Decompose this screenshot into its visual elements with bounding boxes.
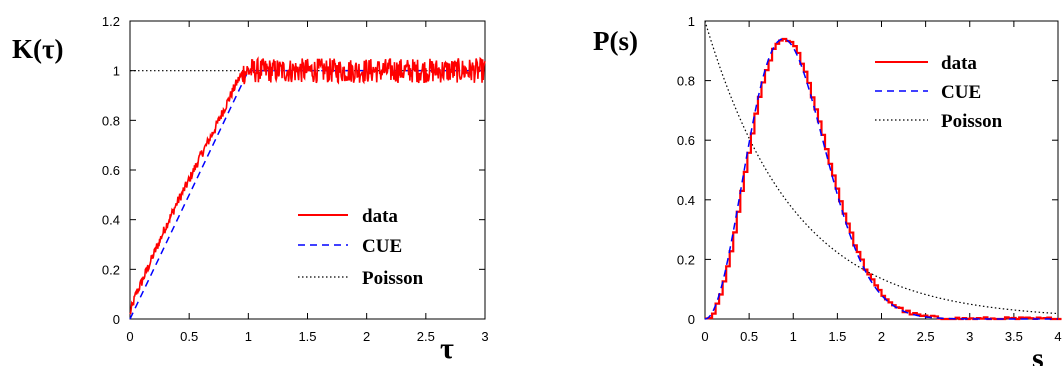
legend-label-poisson-right: Poisson [941, 111, 1003, 132]
series-poisson-right [704, 20, 1059, 315]
legend-label-data-left: data [362, 206, 398, 227]
series-cue-right [704, 38, 1058, 320]
x-tick-label: 0.5 [180, 329, 198, 344]
y-tick-label: 0.2 [102, 262, 120, 277]
x-tick-label: 2.5 [417, 329, 435, 344]
chart-k-tau: 0 0.5 1 1.5 2 2.5 3 0 0.2 0.4 0.6 0.8 1 1.2 K(τ) τ da… [12, 14, 489, 365]
x-axis-label-right: s [1032, 342, 1044, 366]
y-tick-label: 1 [688, 14, 695, 29]
series-group-right [704, 20, 1062, 321]
legend-right: data CUE Poisson [875, 53, 1003, 132]
y-tick-label: 1.2 [102, 14, 120, 29]
x-tick-label: 3.5 [1005, 329, 1023, 344]
x-tick-label: 0 [701, 329, 708, 344]
series-data-right [705, 37, 1062, 321]
series-data-left [129, 56, 486, 315]
x-tick-label: 1 [790, 329, 797, 344]
legend-left: data CUE Poisson [298, 206, 424, 289]
legend-label-cue-left: CUE [362, 236, 402, 257]
x-tick-label: 1.5 [828, 329, 846, 344]
y-tick-label: 0 [688, 312, 695, 327]
y-tick-label: 0.2 [677, 252, 695, 267]
x-axis-label-left: τ [440, 332, 454, 365]
y-axis-label-left: K(τ) [12, 34, 63, 64]
tick-group-right: 0 0.5 1 1.5 2 2.5 3 3.5 4 0 0.2 0.4 0.6 0.8 1 [677, 14, 1062, 344]
series-cue-left [129, 69, 485, 320]
x-tick-label: 0 [126, 329, 133, 344]
y-axis-label-right: P(s) [593, 26, 638, 56]
y-tick-label: 0.6 [677, 133, 695, 148]
x-tick-label: 2 [363, 329, 370, 344]
y-tick-label: 0.4 [677, 193, 695, 208]
y-tick-label: 1 [113, 64, 120, 79]
legend-label-data-right: data [941, 53, 977, 74]
tick-group-left: 0 0.5 1 1.5 2 2.5 3 0 0.2 0.4 0.6 0.8 1 1.2 [102, 14, 489, 344]
x-tick-label: 2 [878, 329, 885, 344]
x-tick-label: 1.5 [298, 329, 316, 344]
x-tick-label: 3 [966, 329, 973, 344]
y-tick-label: 0.8 [677, 74, 695, 89]
plot-frame-right [704, 20, 1059, 320]
series-group-left [129, 56, 486, 320]
y-tick-label: 0.8 [102, 113, 120, 128]
x-tick-label: 2.5 [917, 329, 935, 344]
legend-label-cue-right: CUE [941, 82, 981, 103]
y-tick-label: 0 [113, 312, 120, 327]
x-tick-label: 3 [481, 329, 488, 344]
x-tick-label: 0.5 [740, 329, 758, 344]
x-tick-label: 1 [245, 329, 252, 344]
y-tick-label: 0.4 [102, 213, 120, 228]
y-tick-label: 0.6 [102, 163, 120, 178]
x-tick-label: 4 [1054, 329, 1061, 344]
legend-label-poisson-left: Poisson [362, 268, 424, 289]
chart-p-s: 0 0.5 1 1.5 2 2.5 3 3.5 4 0 0.2 0.4 0.6 0.8 1 P(s) s d… [593, 14, 1062, 366]
